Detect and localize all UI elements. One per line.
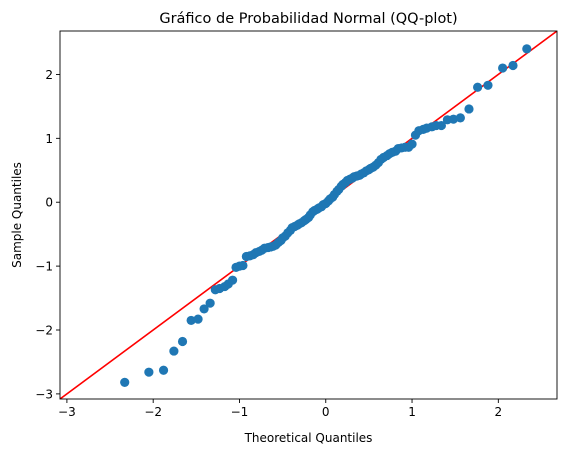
data-point <box>158 365 169 375</box>
y-tick-label: 1 <box>45 132 53 146</box>
data-point <box>473 82 483 92</box>
data-point <box>508 60 518 71</box>
data-point <box>483 80 493 90</box>
data-point <box>522 44 532 54</box>
x-tick-label: −3 <box>58 405 76 419</box>
x-tick-label: 0 <box>322 405 330 419</box>
y-tick-label: 2 <box>45 68 53 82</box>
data-point <box>144 367 154 377</box>
x-tick-label: −1 <box>231 405 249 419</box>
data-point <box>464 104 474 114</box>
data-point <box>436 120 446 131</box>
data-point <box>177 336 188 347</box>
data-point <box>498 63 508 73</box>
x-axis-label: Theoretical Quantiles <box>244 431 373 445</box>
data-point <box>407 139 417 149</box>
data-point <box>238 260 248 271</box>
data-point <box>227 275 238 285</box>
y-tick-label: −1 <box>35 260 53 274</box>
chart-title: Gráfico de Probabilidad Normal (QQ-plot) <box>159 11 457 27</box>
plot-frame <box>59 30 558 400</box>
data-point <box>448 114 459 124</box>
data-point <box>169 346 179 356</box>
data-point <box>120 377 130 387</box>
y-tick-label: −3 <box>35 387 53 401</box>
data-point <box>455 113 465 123</box>
y-tick-label: 0 <box>45 196 53 210</box>
data-point <box>193 314 203 324</box>
x-tick-label: −2 <box>144 405 162 419</box>
x-tick-label: 2 <box>495 405 503 419</box>
data-point <box>199 304 209 314</box>
y-tick-label: −2 <box>35 324 53 338</box>
data-point <box>205 298 215 308</box>
data-point <box>186 315 196 326</box>
y-axis-label: Sample Quantiles <box>10 162 24 268</box>
x-tick-label: 1 <box>408 405 416 419</box>
